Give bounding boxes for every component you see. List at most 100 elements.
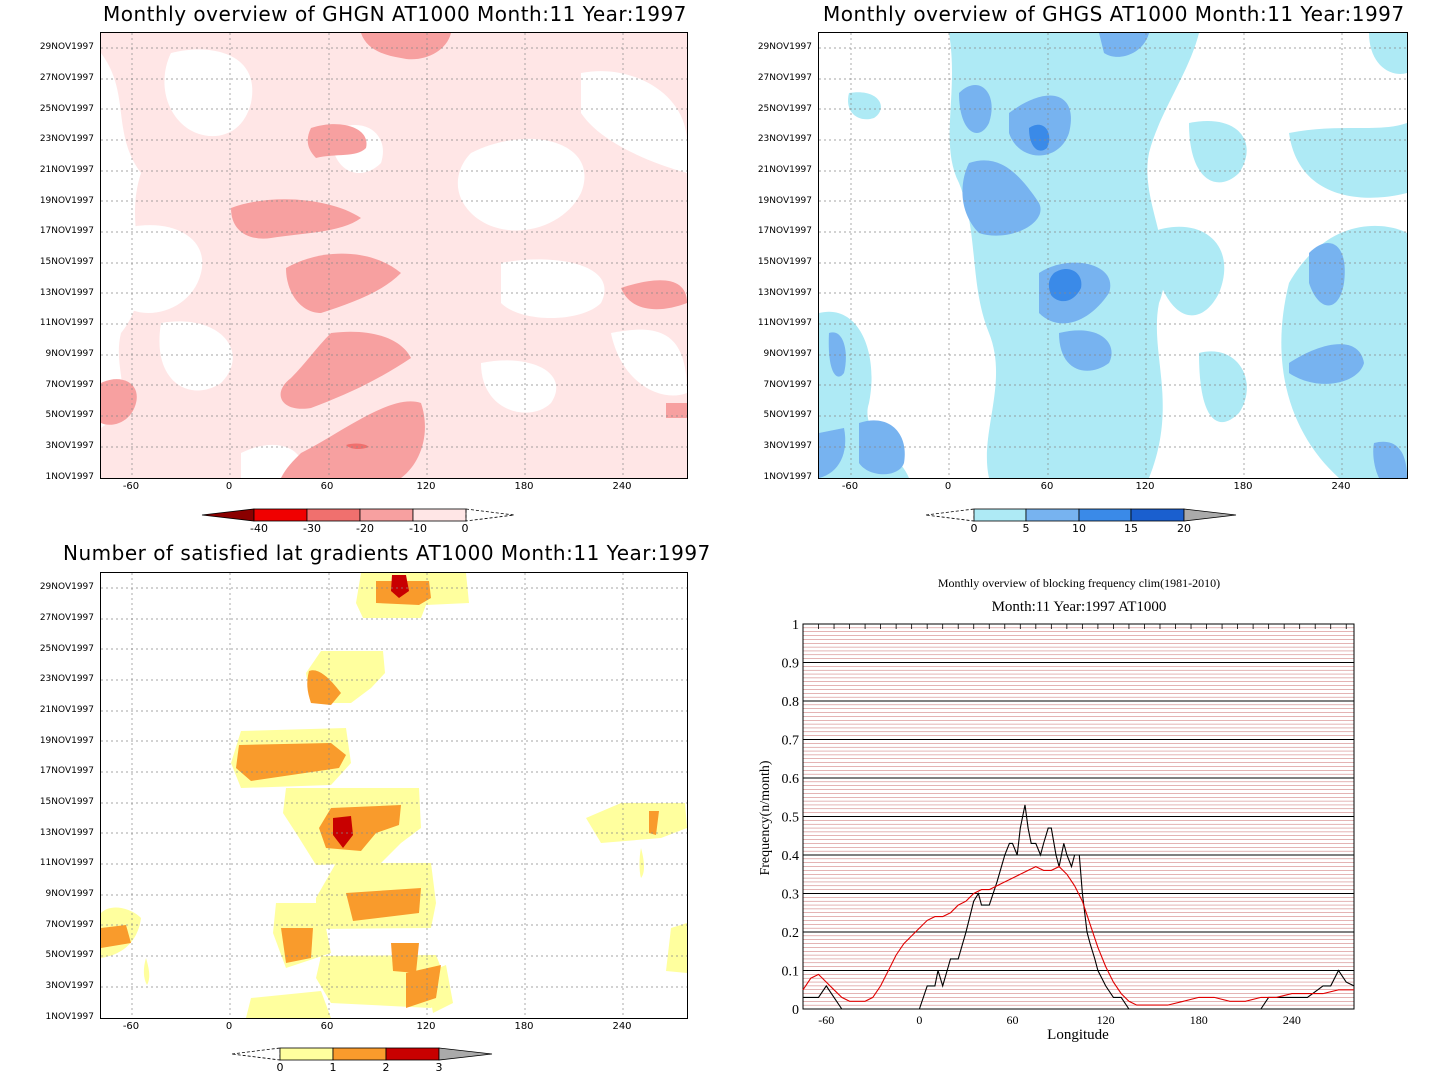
series-line-black <box>803 804 1355 1010</box>
colorbar-label: -40 <box>250 522 268 535</box>
y-tick-label: 13NOV1997 <box>39 288 94 298</box>
y-tick-label: 11NOV1997 <box>39 858 94 868</box>
y-tick-label: 0.4 <box>782 849 800 864</box>
ghgs-colorbar <box>925 508 1237 522</box>
y-tick-label: 1 <box>792 618 799 633</box>
y-tick-label: 27NOV1997 <box>757 73 812 83</box>
freq-ylabel: Frequency(n/month) <box>758 760 773 875</box>
lat-field <box>101 573 687 1018</box>
y-tick-label: 23NOV1997 <box>39 134 94 144</box>
y-tick-label: 27NOV1997 <box>39 73 94 83</box>
x-tick-label: 180 <box>514 481 534 492</box>
freq-series <box>802 804 1355 1010</box>
freq-subtitle: Month:11 Year:1997 AT1000 <box>992 599 1167 615</box>
x-tick-label: 180 <box>1190 1013 1208 1027</box>
y-tick-label: 11NOV1997 <box>757 318 812 328</box>
colorbar-label: -20 <box>356 522 374 535</box>
x-tick-label: -60 <box>122 481 140 492</box>
y-tick-label: 23NOV1997 <box>39 674 94 684</box>
y-tick-label: 0.8 <box>782 695 800 710</box>
lat-title: Number of satisfied lat gradients AT1000… <box>63 541 711 565</box>
x-tick-label: 60 <box>1040 481 1054 492</box>
y-tick-label: 1NOV1997 <box>763 472 812 482</box>
colorbar-label: 0 <box>970 522 978 535</box>
colorbar-label: 2 <box>382 1061 390 1074</box>
x-tick-label: -60 <box>841 481 859 492</box>
y-tick-label: 9NOV1997 <box>45 889 94 899</box>
y-tick-label: 29NOV1997 <box>39 42 94 52</box>
ghgn-colorbar <box>201 508 515 522</box>
y-tick-label: 19NOV1997 <box>39 196 94 206</box>
colorbar-label: -30 <box>303 522 321 535</box>
y-tick-label: 0.2 <box>782 926 800 941</box>
ghgs-field <box>819 33 1407 478</box>
y-tick-label: 1NOV1997 <box>45 1012 94 1022</box>
y-tick-label: 9NOV1997 <box>763 349 812 359</box>
colorbar-label: 15 <box>1124 522 1138 535</box>
y-tick-label: 5NOV1997 <box>45 950 94 960</box>
x-tick-label: 120 <box>416 1021 436 1032</box>
y-tick-label: 21NOV1997 <box>39 705 94 715</box>
freq-chart: Monthly overview of blocking frequency c… <box>758 576 1355 1043</box>
y-tick-label: 11NOV1997 <box>39 318 94 328</box>
y-tick-label: 19NOV1997 <box>757 196 812 206</box>
freq-xlabel: Longitude <box>1047 1027 1109 1043</box>
freq-top-ticks <box>802 624 1347 629</box>
y-tick-label: 29NOV1997 <box>39 582 94 592</box>
colorbar-label: 3 <box>435 1061 443 1074</box>
ghgn-title: Monthly overview of GHGN AT1000 Month:11… <box>103 2 687 26</box>
lat-plot <box>100 572 688 1019</box>
colorbar-label: 1 <box>329 1061 337 1074</box>
series-line-red <box>802 865 1354 1006</box>
x-tick-label: 0 <box>225 1021 233 1032</box>
x-tick-label: 240 <box>612 1021 632 1032</box>
x-tick-label: 240 <box>612 481 632 492</box>
ghgn-field <box>101 33 687 478</box>
colorbar-label: 20 <box>1177 522 1191 535</box>
x-tick-label: 60 <box>320 1021 334 1032</box>
freq-plot-frame <box>802 623 1355 1010</box>
y-tick-label: 0 <box>792 1003 799 1018</box>
y-tick-label: 19NOV1997 <box>39 736 94 746</box>
x-tick-label: -60 <box>818 1013 834 1027</box>
freq-x-tick-labels: -60 0 60 120 180 240 <box>818 1013 1301 1027</box>
y-tick-label: 21NOV1997 <box>39 165 94 175</box>
ghgn-plot <box>100 32 688 479</box>
y-tick-label: 25NOV1997 <box>39 644 94 654</box>
y-tick-label: 13NOV1997 <box>39 828 94 838</box>
y-tick-label: 0.7 <box>782 734 800 749</box>
y-tick-label: 7NOV1997 <box>45 380 94 390</box>
x-tick-label: 240 <box>1283 1013 1301 1027</box>
colorbar-label: 0 <box>276 1061 284 1074</box>
y-tick-label: 5NOV1997 <box>763 410 812 420</box>
y-tick-label: 23NOV1997 <box>757 134 812 144</box>
x-tick-label: 180 <box>1233 481 1253 492</box>
ghgs-gridlines <box>819 33 1407 478</box>
colorbar-label: 0 <box>461 522 469 535</box>
x-tick-label: 0 <box>225 481 233 492</box>
freq-title: Monthly overview of blocking frequency c… <box>938 576 1220 590</box>
x-tick-label: 120 <box>416 481 436 492</box>
y-tick-label: 0.6 <box>782 772 800 787</box>
ghgs-plot <box>818 32 1408 479</box>
x-tick-label: 0 <box>916 1013 922 1027</box>
ghgs-title: Monthly overview of GHGS AT1000 Month:11… <box>823 2 1405 26</box>
x-tick-label: 60 <box>320 481 334 492</box>
y-tick-label: 5NOV1997 <box>45 410 94 420</box>
y-tick-label: 7NOV1997 <box>763 380 812 390</box>
y-tick-label: 3NOV1997 <box>45 981 94 991</box>
x-tick-label: -60 <box>122 1021 140 1032</box>
lat-colorbar <box>231 1047 493 1061</box>
freq-y-tick-labels: 0 0.1 0.2 0.3 0.4 0.5 0.6 0.7 0.8 0.9 1 <box>782 618 800 1018</box>
lat-gridlines <box>101 573 687 1018</box>
y-tick-label: 7NOV1997 <box>45 920 94 930</box>
x-tick-label: 120 <box>1135 481 1155 492</box>
y-tick-label: 29NOV1997 <box>757 42 812 52</box>
y-tick-label: 17NOV1997 <box>39 226 94 236</box>
y-tick-label: 25NOV1997 <box>39 104 94 114</box>
y-tick-label: 21NOV1997 <box>757 165 812 175</box>
y-tick-label: 9NOV1997 <box>45 349 94 359</box>
y-tick-label: 27NOV1997 <box>39 613 94 623</box>
y-tick-label: 13NOV1997 <box>757 288 812 298</box>
x-tick-label: 0 <box>944 481 952 492</box>
